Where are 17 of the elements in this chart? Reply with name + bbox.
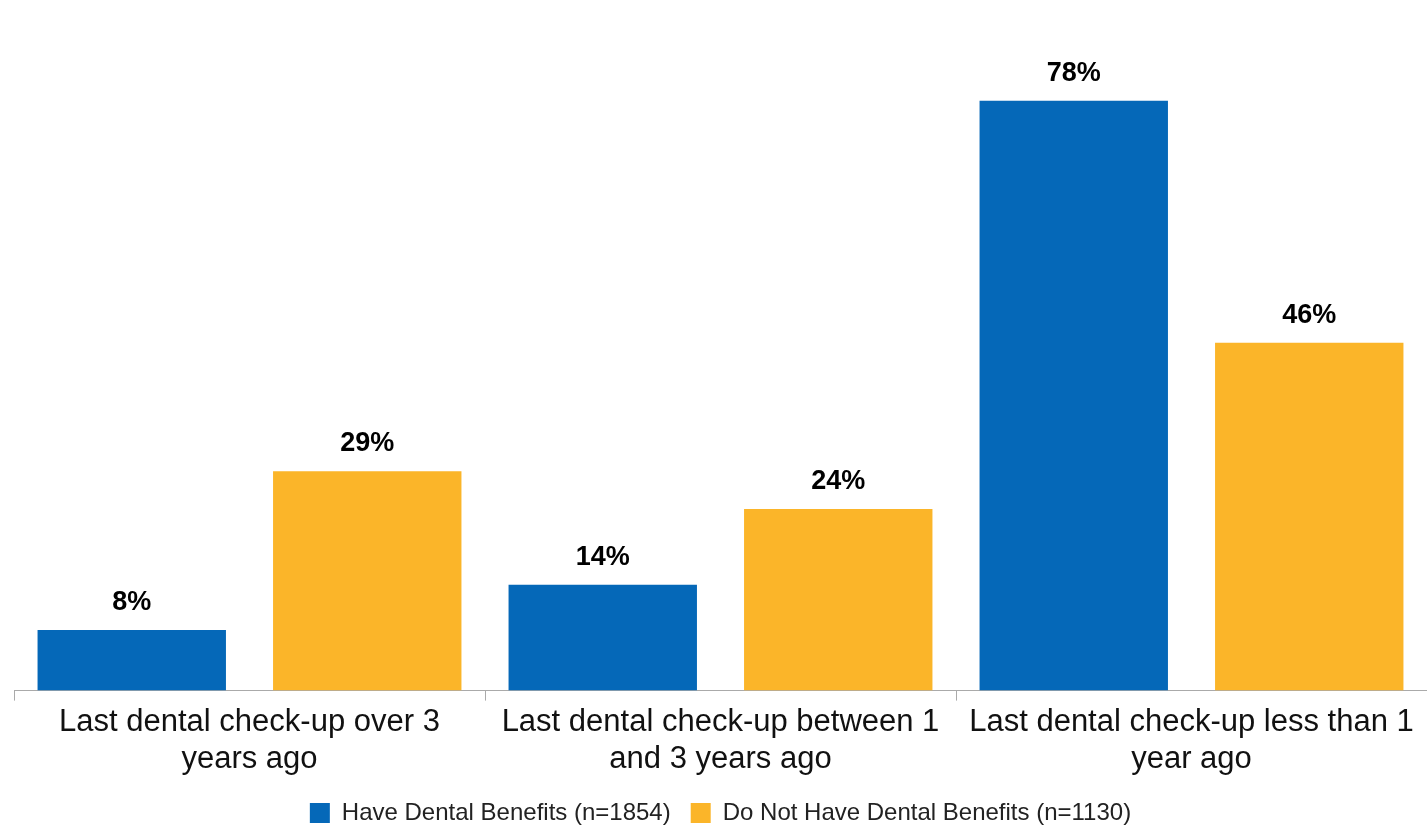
legend-label: Do Not Have Dental Benefits (n=1130) <box>722 797 1132 825</box>
bar <box>744 509 933 691</box>
x-tick-label: Last dental check-up less than 1 year ago <box>969 702 1414 775</box>
data-label: 46% <box>1282 298 1337 329</box>
bar <box>979 100 1168 691</box>
bar <box>37 630 226 691</box>
bar <box>273 471 462 691</box>
legend-label: Have Dental Benefits (n=1854) <box>341 797 671 825</box>
data-label: 14% <box>575 540 630 571</box>
data-label: 78% <box>1046 56 1101 87</box>
x-tick-label: Last dental check-up over 3 years ago <box>59 702 440 775</box>
data-label: 24% <box>811 465 866 496</box>
data-label: 8% <box>112 586 152 617</box>
bar <box>508 584 697 691</box>
bar <box>1215 342 1404 691</box>
x-tick-label: Last dental check-up between 1 and 3 years ago <box>501 702 940 775</box>
data-label: 29% <box>340 427 395 458</box>
